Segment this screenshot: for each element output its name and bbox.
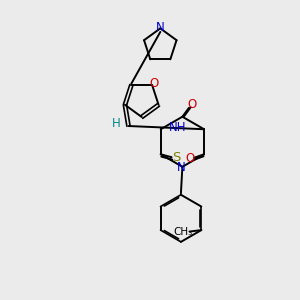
Text: N: N	[176, 161, 185, 174]
Text: N: N	[156, 21, 165, 34]
Text: NH: NH	[169, 121, 187, 134]
Text: H: H	[112, 117, 121, 130]
Text: O: O	[185, 152, 195, 165]
Text: O: O	[187, 98, 196, 111]
Text: O: O	[150, 77, 159, 90]
Text: S: S	[172, 151, 181, 164]
Text: CH₃: CH₃	[173, 226, 193, 237]
